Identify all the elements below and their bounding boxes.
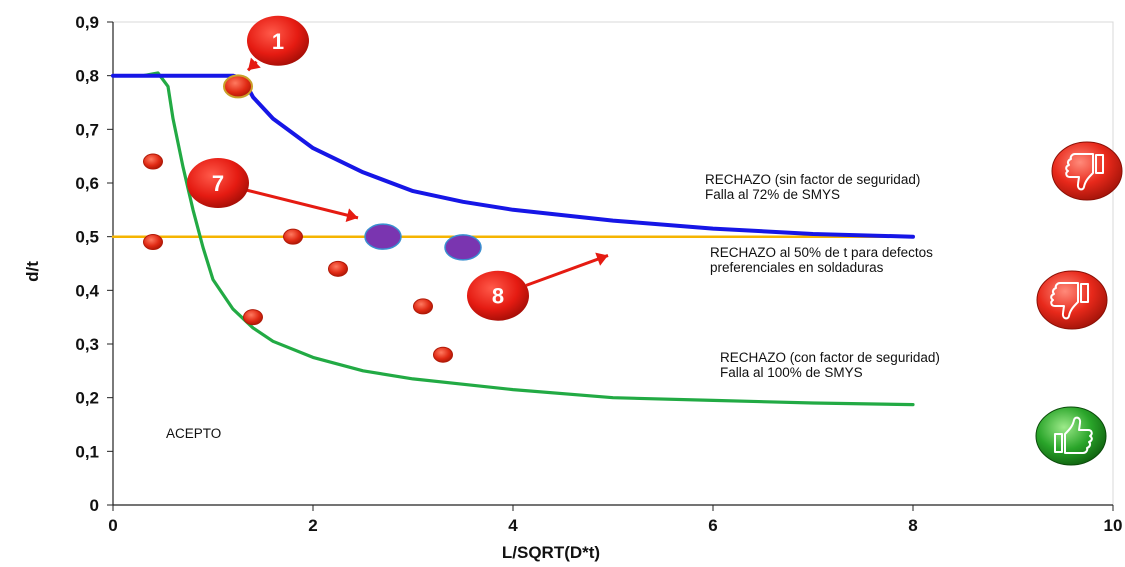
defect-point bbox=[143, 153, 163, 170]
upper-curve bbox=[111, 73, 915, 239]
annotation-line: Falla al 72% de SMYS bbox=[705, 187, 840, 202]
marker-badge bbox=[247, 15, 309, 66]
annotation-mid: RECHAZO al 50% de t para defectos prefere… bbox=[710, 245, 933, 275]
annotation-line: RECHAZO (sin factor de seguridad) bbox=[705, 172, 920, 187]
thumb-glyph bbox=[1054, 416, 1093, 454]
y-tick-label: 0,3 bbox=[75, 335, 99, 354]
y-tick-label: 0,4 bbox=[75, 281, 99, 300]
annotation-line: Falla al 100% de SMYS bbox=[720, 365, 863, 380]
annotation-upper: RECHAZO (sin factor de seguridad) Falla a… bbox=[705, 172, 920, 202]
annotation-line: preferenciales en soldaduras bbox=[710, 260, 884, 275]
thumb-glyph bbox=[1050, 282, 1089, 320]
icon-disc bbox=[1051, 141, 1123, 201]
x-tick-label: 8 bbox=[908, 516, 917, 535]
defect-point bbox=[328, 260, 348, 277]
annotation-lower: RECHAZO (con factor de seguridad) Falla a… bbox=[720, 350, 940, 380]
y-tick-label: 0,6 bbox=[75, 174, 99, 193]
defect-point bbox=[413, 298, 433, 315]
marker-arrow-head bbox=[248, 57, 261, 71]
x-tick-label: 4 bbox=[508, 516, 518, 535]
annotation-line: ACEPTO bbox=[166, 426, 221, 441]
thumb-up-icon bbox=[1035, 406, 1107, 466]
thumb-outline bbox=[1054, 416, 1093, 454]
thumb-down-icon bbox=[1051, 141, 1123, 201]
marker-badge-label: 1 bbox=[272, 29, 284, 54]
marker-arrow-head bbox=[595, 252, 608, 266]
marker-badge bbox=[467, 270, 529, 321]
icon-disc bbox=[1035, 406, 1107, 466]
thumb-down-icon bbox=[1036, 270, 1108, 330]
thumb-outline bbox=[1050, 282, 1089, 320]
plot-area-border bbox=[112, 21, 1114, 506]
marker-arrow-line bbox=[525, 254, 609, 287]
annotation-line: RECHAZO al 50% de t para defectos bbox=[710, 245, 933, 260]
highlighted-point bbox=[364, 223, 402, 250]
marker-badge bbox=[187, 158, 249, 208]
x-axis-label: L/SQRT(D*t) bbox=[502, 543, 600, 562]
x-tick-label: 10 bbox=[1104, 516, 1123, 535]
defect-point bbox=[433, 346, 453, 363]
y-axis-label: d/t bbox=[23, 261, 42, 282]
y-tick-label: 0,1 bbox=[75, 442, 99, 461]
thumb-glyph bbox=[1065, 153, 1104, 191]
highlighted-point bbox=[444, 234, 482, 261]
x-tick-label: 6 bbox=[708, 516, 717, 535]
marker-arrow-head bbox=[345, 208, 358, 223]
x-tick-label: 0 bbox=[108, 516, 117, 535]
defect-point bbox=[283, 228, 303, 245]
icon-disc bbox=[1036, 270, 1108, 330]
y-tick-label: 0,9 bbox=[75, 13, 99, 32]
lower-curve bbox=[111, 71, 915, 407]
thumb-outline bbox=[1065, 153, 1104, 191]
y-tick-label: 0 bbox=[90, 496, 99, 515]
y-tick-label: 0,8 bbox=[75, 67, 99, 86]
y-tick-label: 0,5 bbox=[75, 228, 99, 247]
defect-point bbox=[223, 74, 253, 99]
marker-badge-label: 7 bbox=[212, 171, 224, 196]
defect-point bbox=[143, 234, 163, 251]
marker-arrow-line bbox=[246, 188, 359, 220]
defect-point bbox=[243, 309, 263, 326]
annotation-accept: ACEPTO bbox=[166, 426, 221, 441]
annotation-line: RECHAZO (con factor de seguridad) bbox=[720, 350, 940, 365]
marker-badge-label: 8 bbox=[492, 284, 504, 309]
y-tick-label: 0,7 bbox=[75, 120, 99, 139]
y-tick-label: 0,2 bbox=[75, 389, 99, 408]
x-tick-label: 2 bbox=[308, 516, 317, 535]
